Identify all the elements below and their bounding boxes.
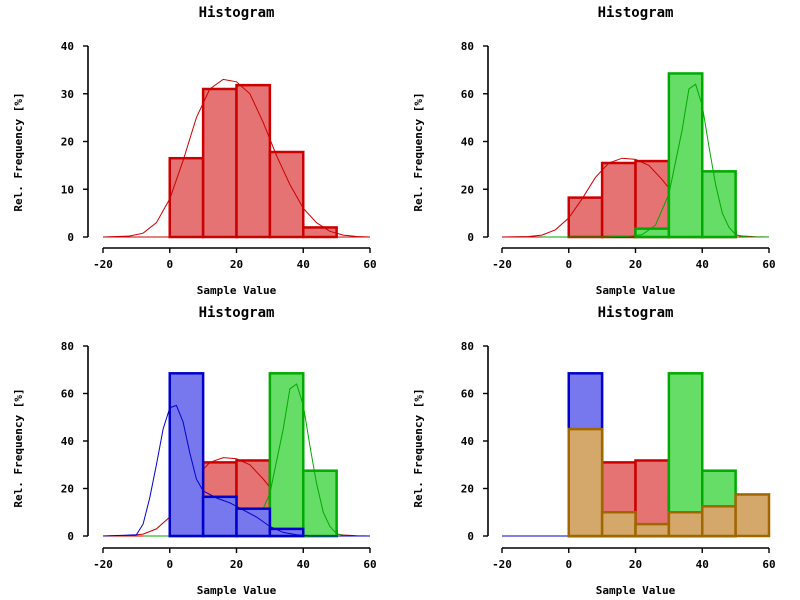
histogram-series	[102, 78, 371, 239]
y-tick-label: 40	[461, 435, 474, 448]
chart-title: Histogram	[199, 5, 275, 21]
histogram-bar	[701, 170, 737, 239]
y-axis-label: Rel. Frequency [%]	[12, 388, 25, 507]
y-tick-label: 20	[461, 183, 474, 196]
histogram-bar	[168, 156, 205, 239]
y-tick-label: 20	[61, 483, 74, 496]
x-tick-label: 0	[166, 558, 173, 571]
y-tick-label: 40	[461, 136, 474, 149]
x-tick-label: 0	[565, 558, 572, 571]
density-curve	[542, 83, 769, 238]
histogram-bar	[302, 226, 338, 239]
histogram-bar	[734, 493, 771, 538]
x-tick-label: -20	[93, 558, 113, 571]
density-curve	[102, 78, 371, 238]
histogram-bar	[168, 372, 205, 538]
y-tick-label: 60	[461, 88, 474, 101]
density-curve	[102, 404, 370, 537]
x-tick-label: 20	[230, 258, 243, 271]
x-axis-label: Sample Value	[596, 584, 676, 597]
histogram-bar	[701, 505, 737, 538]
histogram-panel-3: Histogram 0 20 40 60 80 Rel. Frequency [%] -20 0…	[12, 305, 377, 597]
y-axis-label: Rel. Frequency [%]	[412, 388, 425, 507]
histogram-bar	[567, 196, 604, 239]
histogram-bar	[667, 72, 704, 239]
chart-title: Histogram	[199, 305, 275, 321]
histogram-bar	[667, 511, 704, 538]
histogram-bar	[634, 159, 671, 239]
histogram-bar	[634, 227, 671, 239]
x-tick-label: 20	[629, 258, 642, 271]
histogram-bar	[268, 527, 305, 538]
histogram-panel-1: Histogram 0 10 20 30 40 Rel. Frequency [%] -20 0…	[12, 5, 377, 297]
y-tick-label: 80	[61, 340, 74, 353]
x-tick-label: 40	[297, 558, 310, 571]
x-axis-label: Sample Value	[197, 284, 277, 297]
y-tick-label: 20	[461, 483, 474, 496]
x-tick-label: 40	[297, 258, 310, 271]
x-axis-label: Sample Value	[596, 284, 676, 297]
x-tick-label: 20	[629, 558, 642, 571]
y-tick-label: 80	[461, 340, 474, 353]
x-tick-label: 40	[696, 558, 709, 571]
x-tick-label: -20	[93, 258, 113, 271]
x-tick-label: 60	[762, 258, 775, 271]
histogram-bar	[634, 522, 671, 538]
histogram-panel-4: Histogram 0 20 40 60 80 Rel. Frequency [%] -20 0…	[412, 305, 776, 597]
histogram-series	[542, 72, 769, 239]
y-tick-label: 0	[467, 530, 474, 543]
y-tick-label: 0	[467, 231, 474, 244]
y-tick-label: 30	[61, 88, 74, 101]
histogram-bar	[235, 83, 272, 239]
y-tick-label: 60	[461, 388, 474, 401]
y-tick-label: 10	[61, 183, 74, 196]
histogram-bar	[567, 427, 604, 538]
histogram-bar	[302, 469, 338, 538]
x-tick-label: 60	[363, 558, 376, 571]
x-tick-label: 20	[230, 558, 243, 571]
y-tick-label: 80	[461, 40, 474, 53]
x-axis-label: Sample Value	[197, 584, 277, 597]
histogram-bar	[201, 87, 238, 239]
x-tick-label: 0	[166, 258, 173, 271]
x-tick-label: -20	[492, 558, 512, 571]
y-axis-label: Rel. Frequency [%]	[412, 92, 425, 211]
histogram-bar	[268, 372, 305, 538]
chart-title: Histogram	[598, 5, 674, 21]
y-tick-label: 0	[67, 231, 74, 244]
histogram-bar	[235, 507, 272, 538]
y-tick-label: 40	[61, 40, 74, 53]
histogram-series	[102, 372, 370, 538]
y-tick-label: 20	[61, 136, 74, 149]
histogram-bar	[201, 495, 238, 538]
y-tick-label: 40	[61, 435, 74, 448]
histogram-bar	[667, 372, 704, 538]
histogram-bar	[600, 161, 637, 239]
x-tick-label: 40	[696, 258, 709, 271]
x-tick-label: -20	[492, 258, 512, 271]
histogram-panel-2: Histogram 0 20 40 60 80 Rel. Frequency [%] -20 0…	[412, 5, 776, 297]
histogram-series	[567, 427, 771, 538]
histogram-bar	[268, 150, 305, 239]
y-tick-label: 0	[67, 530, 74, 543]
x-tick-label: 60	[363, 258, 376, 271]
chart-title: Histogram	[598, 305, 674, 321]
histogram-bar	[600, 511, 637, 538]
x-tick-label: 60	[762, 558, 775, 571]
x-tick-label: 0	[565, 258, 572, 271]
y-axis-label: Rel. Frequency [%]	[12, 92, 25, 211]
y-tick-label: 60	[61, 388, 74, 401]
